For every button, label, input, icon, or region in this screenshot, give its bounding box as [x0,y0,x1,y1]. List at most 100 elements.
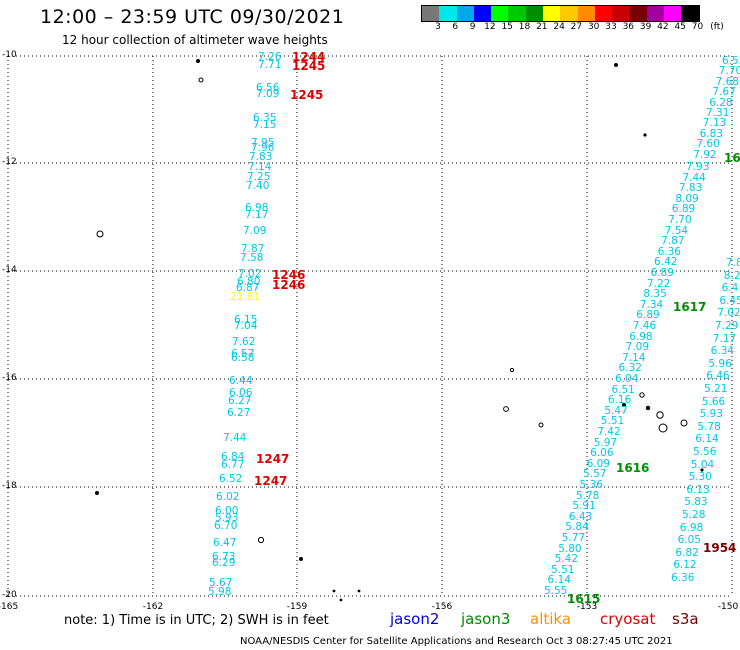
satellite-s3a-label: s3a [672,610,699,628]
legend-swatch [473,6,492,21]
wave-height-label: 7.87 [241,243,265,255]
legend-swatch [594,6,613,21]
wave-height-label: 7.04 [234,320,258,332]
page-title: 12:00 – 23:59 UTC 09/30/2021 [40,6,345,28]
wave-height-label: 7.67 [712,86,736,99]
wave-height-label: 6.56 [256,82,280,94]
wave-height-label: 6.27 [228,395,252,407]
wave-height-label: 5.66 [701,395,726,408]
pass-time-label: 1245 [290,88,324,102]
legend-label: 18 [518,22,531,32]
satellite-cryosat-label: cryosat [600,610,656,628]
wave-height-label: 6.14 [547,574,571,587]
wave-height-label: 7.26 [258,51,282,63]
pass-time-label: 1247 [256,452,290,466]
wave-height-label: 6.87 [236,282,260,294]
wave-height-label: 5.36 [579,479,603,491]
island [299,557,303,561]
lat-label: -14 [2,265,17,275]
wave-height-label: 6.51 [611,383,635,396]
legend-swatch [629,6,647,21]
lon-label: -165 [0,602,19,612]
legend-label: 39 [639,22,652,32]
wave-height-label: 5.80 [558,542,582,555]
wave-height-label: 7.22 [646,277,671,290]
lat-label: -18 [2,481,17,491]
wave-height-label: 7.62 [232,336,256,348]
wave-height-label: 7.70 [718,65,740,78]
grid-lines [7,55,733,597]
island [503,406,509,412]
legend-label: 42 [657,22,669,32]
pass-time-label: 1244 [292,50,326,64]
legend-swatch [560,6,578,21]
wave-height-label: 6.09 [586,457,610,470]
wave-height-label: 7.46 [632,320,657,332]
satellite-altika-label: altika [530,610,572,628]
island [700,468,704,472]
wave-height-label: 7.02 [717,307,740,320]
wave-height-label: 6.73 [212,551,236,563]
wave-height-label: 7.34 [639,298,664,311]
pass-time-label: 1245 [292,59,326,73]
lon-label: -153 [576,602,598,612]
wave-height-label: 6.89 [650,267,674,279]
wave-height-label: 6.36 [657,245,681,258]
wave-height-label: 6.06 [229,387,253,399]
wave-height-label: 6.70 [214,520,238,532]
wave-height-label: 7.58 [240,252,264,264]
island [680,419,688,427]
wave-height-label: 7.17 [712,332,737,345]
wave-height-label: 7.8 [726,257,740,269]
island [538,422,544,428]
wave-height-label: 6.89 [636,309,660,322]
wave-height-label: 7.14 [248,161,272,173]
lon-label: -156 [431,602,453,612]
lat-label: -20 [2,590,17,600]
wave-height-label: 6.84 [221,451,245,463]
wave-height-label: 5.77 [561,532,586,544]
wave-height-label: 7.93 [686,161,710,173]
wave-height-label: 7.09 [625,341,650,354]
pass-time-label: 1617 [673,300,707,314]
legend-label: 45 [674,22,686,32]
island [656,411,664,419]
wave-height-label: 6.82 [675,546,699,559]
wave-height-label: 7.17 [245,209,269,221]
wave-height-label: 5.93 [215,512,239,524]
wave-height-label: 6.14 [695,433,719,446]
wave-height-label: 5.91 [572,500,596,513]
satellite-jason3-label: jason3 [461,610,511,628]
islands [95,59,704,602]
wave-height-label: 6.46 [706,370,730,383]
legend-label: 30 [587,22,600,32]
legend-swatch [612,6,630,21]
wave-height-label: 5.97 [593,436,618,449]
pass-time-label: 1247 [254,474,288,488]
pass-time-label: 1246 [272,278,306,292]
wave-height-label: 7.31 [706,107,730,119]
wave-height-label: 7.09 [243,225,267,237]
wave-height-label: 6.27 [227,407,251,419]
legend-label: 36 [622,22,635,32]
wave-height-label: 8.35 [643,288,667,301]
legend-swatch [439,6,457,21]
wave-height-label: 5.55 [544,585,568,597]
legend-swatch [681,6,699,21]
wave-height-label: 7.09 [256,88,280,100]
wave-height-label: 5.56 [693,446,717,458]
wave-height-label: 6.83 [699,127,723,140]
wave-height-label: 5.83 [684,496,708,509]
wave-height-label: 7.13 [702,117,727,130]
legend-swatch [456,6,474,21]
wave-height-label: 6.57 [231,348,255,360]
island [639,392,645,398]
wave-height-label: 7.71 [258,59,282,71]
color-legend-bar [421,5,700,22]
wave-height-label: 5.93 [699,408,723,421]
wave-height-label: 5.78 [697,420,721,433]
wave-height-label: 5.96 [708,357,732,370]
page-subtitle: 12 hour collection of altimeter wave hei… [62,33,328,47]
wave-height-label: 6.98 [245,202,269,214]
